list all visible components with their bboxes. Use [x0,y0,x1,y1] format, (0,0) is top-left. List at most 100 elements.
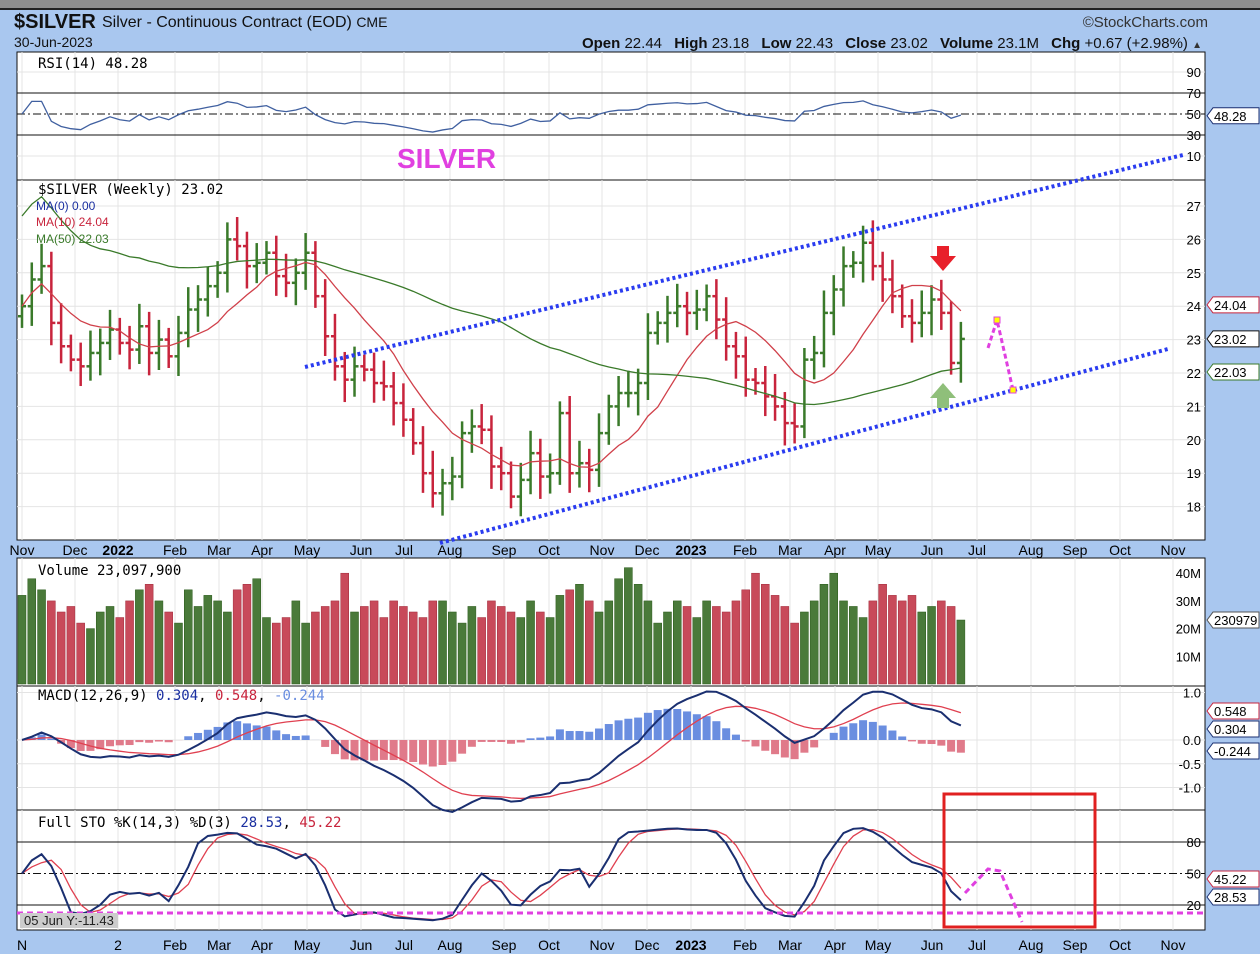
volume-bar [467,606,477,685]
macd-hist: -0.244 [274,688,325,704]
macd-histogram-bar [673,708,682,740]
macd-histogram-bar [741,740,750,742]
macd-histogram-bar [360,740,369,761]
macd-histogram-bar [223,722,232,740]
volume-bar [262,617,271,685]
y-tick-label: 1.0 [1183,686,1201,701]
y-tick-label: 40M [1176,566,1201,581]
macd-histogram-bar [507,740,515,744]
price-bar [340,351,349,403]
price-panel [16,179,1206,541]
macd-histogram-bar [497,740,506,743]
macd-histogram-bar [350,740,359,761]
price-bar [184,287,193,348]
macd-histogram-bar [614,720,623,740]
price-bar [653,311,662,345]
volume-bar [360,606,369,685]
macd-histogram-bar [526,738,535,740]
low-label: Low [761,35,792,52]
macd-histogram-bar [370,740,379,761]
tag-shape [1206,611,1260,629]
tag-text: 23.02 [1214,332,1247,347]
high-label: High [674,35,708,52]
x-tick-label: Feb [163,542,187,558]
macd-label: MACD(12,26,9) 0.304, 0.548, -0.244 [38,688,325,704]
price-bar [917,290,926,338]
high-value: 23.18 [711,35,750,52]
price-bar [47,251,56,346]
y-tick-label: 18 [1187,500,1201,515]
volume-bar [144,584,154,685]
silver-annotation: SILVER [397,143,496,174]
macd-histogram-bar [418,740,427,765]
volume-bar [702,600,711,685]
price-bar [878,251,887,302]
volume-bar [438,600,447,685]
price-bar [604,394,613,445]
price-bar [516,462,525,517]
macd-histogram-bar [555,729,564,740]
low-value: 22.43 [795,35,834,52]
volume-bar [184,589,193,685]
price-bar [477,404,486,445]
price-bar [683,291,692,336]
volume-bar [555,595,565,685]
volume-bar [301,622,310,685]
x-tick-label: Aug [438,937,463,953]
sto-name: Full STO %K(14,3) %D(3) [38,815,232,831]
macd-histogram-bar [937,740,946,746]
volume-bar [477,617,486,685]
price-bar [428,450,437,508]
volume-bar [125,600,134,685]
exchange: CME [356,14,388,30]
price-bar [555,401,564,485]
macd-histogram-bar [663,708,672,740]
green-up-arrow-icon [930,383,956,408]
price-bar [819,290,828,368]
price-bar [418,426,427,493]
close-label: Close [845,35,887,52]
red-down-arrow-icon [930,246,956,271]
price-bar [741,336,750,397]
macd-histogram-bar [790,740,799,760]
projection-point [993,316,1001,324]
volume-bar [721,611,731,685]
volume-bar [66,606,76,685]
y-tick-label: 27 [1187,199,1201,214]
sto-k: 28.53 [240,815,282,831]
x-tick-label: Apr [824,542,846,558]
volume-bar [379,617,389,685]
x-tick-label: Oct [538,542,560,558]
macd-histogram-bar [27,737,36,740]
price-bar [790,403,799,444]
tag-shape [1206,742,1260,760]
price-bar [125,325,134,370]
price-bar [507,461,515,509]
volume-bar [878,584,887,685]
macd-line [21,690,962,814]
y-tick-label: 20 [1187,898,1201,913]
x-tick-label: Mar [207,542,231,558]
x-tick-label: Sep [492,937,517,953]
macd-histogram-bar [516,740,525,743]
price-bar [86,330,95,381]
macd-histogram-bar [751,740,760,747]
price-bar [233,217,242,261]
macd-histogram-bar [399,740,408,761]
symbol-title: $SILVER [14,11,96,33]
ma50-tag: 22.03 [1206,363,1260,381]
macd-histogram-bar [184,736,193,740]
macd-histogram-bar [565,731,574,740]
macd-histogram-bar [917,740,926,744]
volume-bar [545,617,555,685]
macd-histogram-bar [683,711,692,740]
macd-histogram-bar [849,723,858,740]
volume-bar [927,606,936,685]
volume-bar [888,595,897,685]
volume-bar [86,628,95,685]
macd-signal: 0.548 [215,688,257,704]
x-tick-label: Jun [921,937,944,953]
volume-bar [682,606,692,685]
price-bar [66,334,75,372]
